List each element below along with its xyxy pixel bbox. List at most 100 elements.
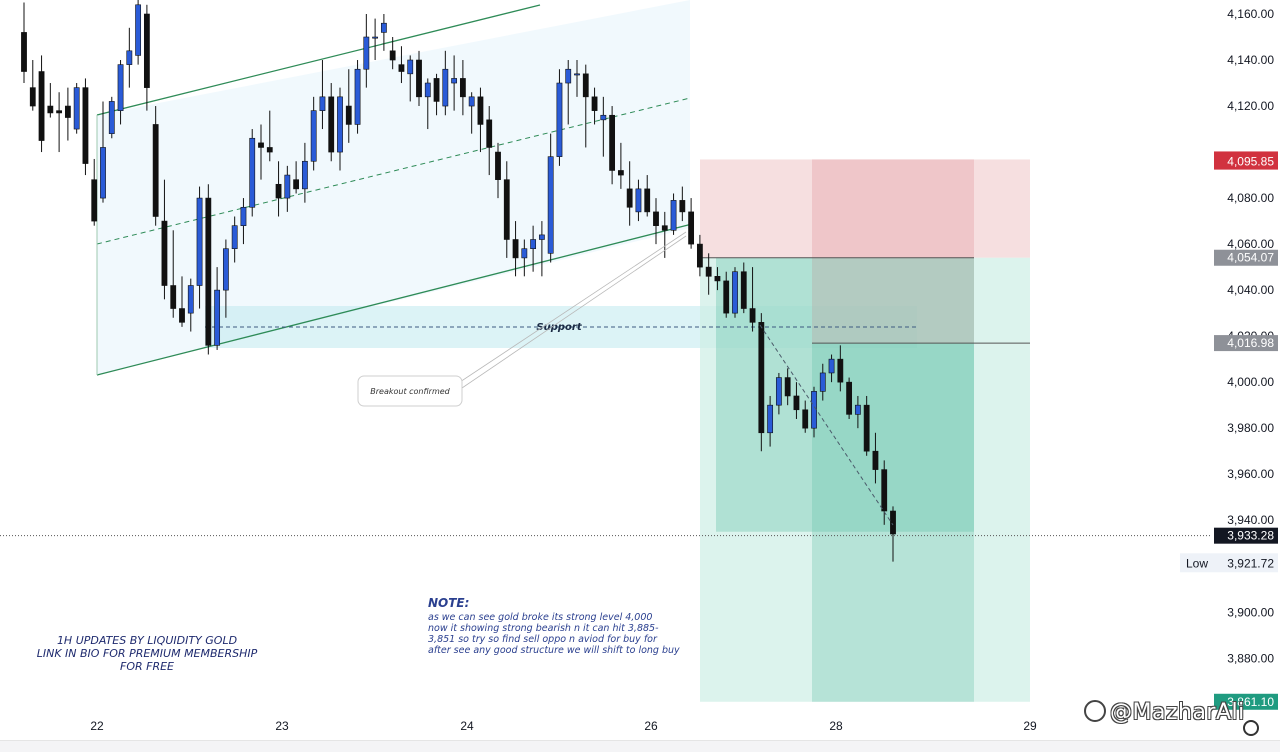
- channel-upper-line: [96, 4, 541, 116]
- candle-body: [530, 239, 537, 250]
- candle-body: [143, 13, 150, 88]
- candle-body: [521, 248, 528, 259]
- candle-body: [126, 50, 133, 65]
- candles: [21, 0, 896, 562]
- candle-body: [100, 147, 106, 199]
- candle-body: [653, 211, 659, 226]
- candle-body: [82, 87, 89, 164]
- time-tick-label: 23: [275, 719, 289, 733]
- candle-body: [767, 404, 774, 434]
- price-axis-bg: [1212, 0, 1280, 740]
- candle-body: [301, 160, 308, 190]
- candle-body: [705, 266, 712, 277]
- price-tick-label: 4,120.00: [1227, 99, 1274, 113]
- price-tick-label: 4,160.00: [1227, 7, 1274, 21]
- time-tick-label: 22: [90, 719, 104, 733]
- candle-body: [881, 469, 888, 512]
- candle-body: [442, 68, 449, 107]
- annotations: Support Breakout confirmed: [0, 231, 1212, 537]
- price-tick-label: 4,040.00: [1227, 283, 1274, 297]
- candle-body: [626, 188, 633, 208]
- bottom-toolbar: [0, 740, 1280, 752]
- promo-text: 1H UPDATES BY LIQUIDITY GOLD LINK IN BIO…: [22, 634, 272, 673]
- price-label-badge: [1214, 527, 1278, 544]
- candle-body: [205, 197, 212, 346]
- price-label-badge: [1214, 693, 1278, 710]
- candle-body: [354, 68, 361, 125]
- trade-zones: [97, 0, 1030, 702]
- price-channel: [96, 4, 917, 376]
- candle-body: [363, 36, 370, 70]
- candle-body: [696, 243, 703, 268]
- candle-body: [249, 137, 256, 208]
- note-line: now it showing strong bearish n it can h…: [428, 623, 659, 634]
- price-label-text: 3,861.10: [1227, 695, 1274, 709]
- candle-body: [275, 183, 282, 199]
- candle-body: [732, 271, 738, 314]
- candle-body: [600, 114, 607, 121]
- promo-line: FOR FREE: [120, 660, 174, 673]
- stop-loss-zone-2: [812, 159, 974, 344]
- candle-body: [258, 142, 264, 148]
- candle-body: [503, 179, 510, 240]
- candle-body: [793, 395, 800, 411]
- candle-body: [389, 50, 396, 61]
- candle-body: [231, 225, 238, 250]
- price-tick-label: 3,980.00: [1227, 421, 1274, 435]
- callout-line: [459, 231, 687, 383]
- candle-body: [117, 64, 124, 111]
- candle-body: [495, 151, 501, 180]
- time-tick-label: 24: [460, 719, 474, 733]
- price-label-badge: [1214, 335, 1278, 352]
- candle-body: [56, 110, 63, 114]
- candle-body: [679, 200, 686, 213]
- low-label-name: Low: [1186, 556, 1208, 570]
- candle-body: [108, 101, 115, 134]
- candle-body: [591, 96, 598, 111]
- candle-body: [468, 96, 475, 107]
- candle-body: [556, 82, 563, 157]
- candle-body: [574, 73, 580, 76]
- price-label-badge: [1214, 153, 1278, 170]
- price-label-text: 4,016.98: [1227, 336, 1274, 350]
- candle-body: [29, 87, 36, 107]
- social-logo-icon: [1084, 700, 1106, 722]
- candle-body: [828, 358, 835, 374]
- candle-body: [854, 404, 861, 415]
- breakout-callout-box: [357, 375, 463, 407]
- analysis-note: NOTE: as we can see gold broke its stron…: [428, 596, 718, 656]
- promo-line: 1H UPDATES BY LIQUIDITY GOLD: [56, 634, 238, 647]
- candle-body: [512, 239, 519, 259]
- candle-body: [775, 377, 782, 406]
- price-label-badge: [1214, 249, 1278, 266]
- price-tick-label: 4,000.00: [1227, 375, 1274, 389]
- candle-body: [266, 147, 273, 153]
- candle-body: [196, 197, 203, 286]
- candle-body: [345, 105, 352, 125]
- candle-body: [846, 381, 853, 415]
- candle-body: [644, 188, 651, 213]
- promo-line: LINK IN BIO FOR PREMIUM MEMBERSHIP: [36, 647, 258, 660]
- note-line: as we can see gold broke its strong leve…: [428, 612, 653, 623]
- candle-body: [459, 78, 466, 98]
- candle-body: [486, 119, 493, 148]
- candle-body: [661, 225, 668, 231]
- settings-icon[interactable]: [1243, 720, 1259, 736]
- note-title: NOTE:: [428, 596, 470, 610]
- candle-body: [837, 358, 844, 383]
- candle-body: [477, 96, 484, 125]
- time-tick-label: 26: [644, 719, 658, 733]
- candle-body: [407, 59, 414, 75]
- candle-body: [714, 276, 721, 282]
- candle-body: [380, 22, 387, 33]
- candle-body: [47, 105, 54, 114]
- candle-body: [222, 248, 229, 291]
- candle-body: [187, 285, 194, 314]
- candle-body: [337, 96, 343, 153]
- candle-body: [819, 372, 826, 392]
- stop-loss-zone: [700, 159, 1030, 258]
- projection-line: [759, 324, 894, 526]
- time-axis: 22 23 24 26 28 29: [90, 719, 1037, 733]
- price-label-text: 3,933.28: [1227, 529, 1274, 543]
- candle-body: [582, 73, 589, 98]
